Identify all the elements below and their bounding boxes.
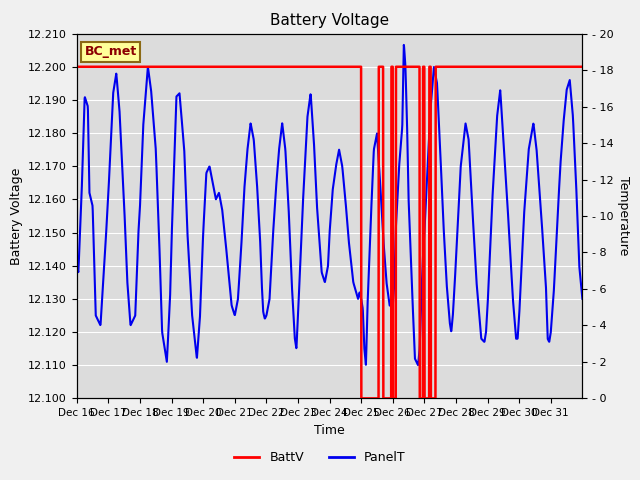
Legend: BattV, PanelT: BattV, PanelT (229, 446, 411, 469)
Text: BC_met: BC_met (84, 46, 136, 59)
Y-axis label: Temperature: Temperature (618, 176, 630, 256)
Y-axis label: Battery Voltage: Battery Voltage (10, 168, 22, 264)
Title: Battery Voltage: Battery Voltage (270, 13, 389, 28)
X-axis label: Time: Time (314, 424, 345, 437)
